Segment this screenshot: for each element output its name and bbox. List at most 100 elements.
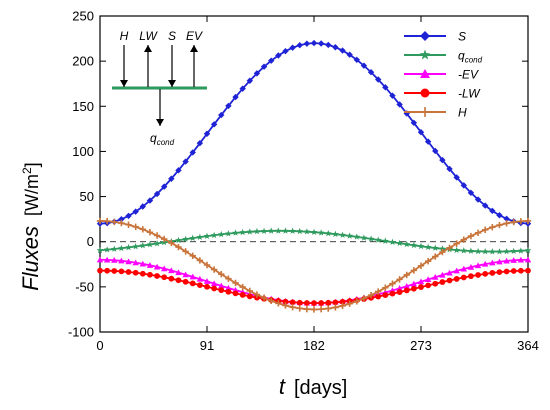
data-point (182, 235, 189, 243)
x-tick-label: 91 (200, 338, 214, 353)
data-point (289, 44, 296, 51)
data-point (403, 283, 410, 289)
legend-marker (420, 31, 430, 41)
data-point (353, 56, 360, 63)
data-point (403, 287, 410, 294)
data-point (196, 233, 204, 240)
data-point (503, 247, 510, 255)
data-point (446, 277, 453, 284)
data-point (510, 257, 517, 263)
legend-marker (420, 88, 430, 98)
data-point (253, 70, 261, 77)
inset-qcond-label: qcond (150, 131, 175, 147)
x-axis-unit: [days] (294, 377, 347, 399)
data-point (147, 271, 153, 278)
data-point (467, 263, 475, 270)
flux-arrowhead (190, 45, 198, 52)
data-point (260, 227, 268, 234)
data-point (139, 203, 146, 210)
data-point (310, 39, 318, 47)
data-point (104, 267, 111, 274)
data-point (239, 283, 246, 291)
data-point (203, 278, 211, 284)
data-point (360, 62, 368, 69)
data-point (125, 212, 132, 220)
series-lw (97, 267, 531, 306)
inset-flux-label: H (120, 29, 129, 43)
data-point (375, 288, 382, 295)
data-point (346, 51, 353, 58)
data-point (168, 267, 175, 274)
data-point (146, 241, 154, 248)
data-point (382, 84, 389, 91)
data-point (453, 246, 461, 253)
data-point (132, 269, 139, 276)
data-point (339, 47, 346, 54)
y-axis-unit-main: [W/m (22, 174, 42, 216)
data-point (189, 252, 196, 260)
data-point (524, 246, 532, 254)
axes-layer: 0 91 182 273 364 -100 -50 0 50 100 150 200 250 (68, 9, 539, 354)
data-point (146, 229, 154, 236)
data-point (353, 298, 360, 305)
data-point (175, 277, 182, 284)
data-point (389, 238, 396, 245)
data-point (396, 239, 403, 247)
data-point (424, 138, 432, 145)
data-point (225, 230, 232, 237)
legend-label: qcond (458, 49, 483, 65)
data-point (374, 236, 382, 243)
data-point (118, 268, 125, 275)
data-point (125, 269, 132, 275)
inset-flux-label: S (168, 29, 176, 43)
data-point (217, 230, 225, 238)
flux-arrowhead (144, 45, 152, 52)
data-point (139, 270, 146, 277)
data-point (246, 228, 254, 235)
data-point (396, 289, 403, 295)
data-point (125, 258, 132, 265)
data-point (418, 284, 424, 290)
data-point (432, 147, 439, 155)
data-point (381, 237, 389, 244)
data-point (210, 121, 218, 128)
data-point (232, 229, 239, 236)
data-point (339, 302, 346, 309)
data-point (303, 40, 311, 47)
data-point (296, 42, 303, 49)
data-point (103, 246, 111, 253)
data-point (103, 217, 111, 225)
energy-balance-inset: H LW S EV qcond (112, 29, 207, 147)
data-point (332, 304, 339, 311)
y-axis-unit-sup: 2 (20, 167, 34, 174)
y-tick-label: 50 (80, 189, 94, 204)
data-point (318, 300, 325, 306)
inset-flux-label: LW (139, 29, 158, 43)
data-point (267, 227, 275, 234)
inset-qcond-main: q (150, 131, 157, 145)
data-point (97, 267, 103, 274)
flux-arrowhead (168, 80, 176, 87)
data-point (161, 183, 168, 190)
data-point (367, 235, 375, 242)
data-point (282, 298, 289, 305)
data-point (96, 256, 104, 263)
y-tick-label: 250 (72, 9, 94, 24)
data-point (260, 294, 268, 302)
data-point (496, 221, 503, 229)
data-point (282, 227, 289, 234)
legend-label-main: H (458, 106, 467, 120)
data-point (525, 267, 531, 274)
data-point (189, 280, 196, 287)
data-point (225, 284, 232, 291)
data-point (375, 76, 382, 83)
data-point (382, 284, 389, 291)
data-point (432, 280, 439, 287)
data-point (303, 305, 311, 313)
data-point (453, 174, 460, 181)
data-point (268, 297, 275, 304)
data-point (253, 291, 261, 298)
data-point (168, 275, 175, 282)
